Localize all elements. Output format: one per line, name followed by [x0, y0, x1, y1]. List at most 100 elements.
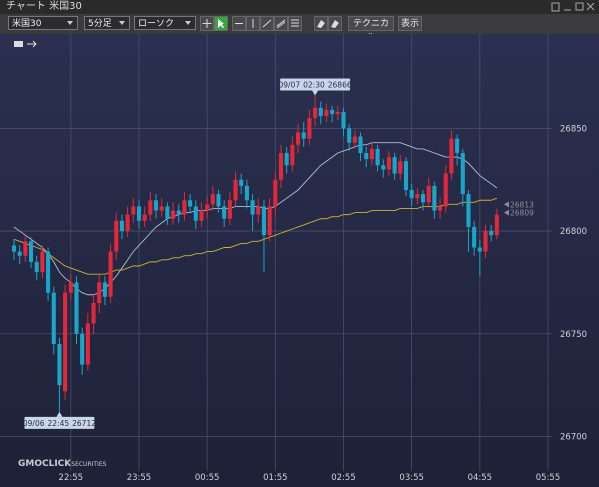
candle-body [466, 194, 471, 227]
candle [136, 200, 142, 230]
candle [11, 239, 17, 260]
candle [460, 148, 465, 207]
candle-body [74, 282, 79, 334]
moving-average-line [13, 142, 498, 296]
x-tick-label: 05:55 [536, 473, 561, 483]
window-controls[interactable] [551, 2, 595, 12]
annotation-pointer [312, 90, 319, 96]
candle-body [222, 206, 227, 219]
candle-body [278, 152, 284, 180]
candle [131, 198, 136, 223]
candle [415, 187, 420, 205]
technical-button[interactable]: テクニカル [348, 16, 394, 43]
interval-select[interactable]: 5分足 [84, 16, 130, 30]
candle-body [426, 185, 431, 203]
candle [278, 144, 284, 188]
candle-body [347, 128, 352, 143]
popout-icon[interactable] [551, 2, 560, 12]
candle [182, 192, 187, 221]
candle [108, 243, 113, 303]
candle [284, 146, 289, 174]
annotation-value: 26712 [72, 419, 96, 428]
candle-body [57, 344, 62, 386]
price-marker-label: 26809 [510, 209, 534, 218]
candle-body [364, 152, 369, 160]
candle [63, 284, 68, 400]
candle [307, 109, 312, 145]
candle-body [256, 206, 261, 215]
candle-body [460, 152, 465, 195]
candle-body [199, 210, 204, 221]
close-icon[interactable] [586, 2, 595, 11]
candle-body [210, 194, 215, 205]
display-button[interactable]: 表示 [398, 16, 422, 31]
annotation-label: 09/06 22:45 26712 [23, 419, 96, 428]
candle [165, 202, 170, 225]
title-bar: チャート 米国30 [0, 0, 599, 14]
candle-body [341, 111, 346, 129]
candle [239, 173, 244, 195]
candle [420, 189, 426, 211]
candle-body [85, 323, 90, 365]
x-tick-label: 01:55 [263, 473, 288, 483]
candle [256, 198, 261, 223]
candle-body [324, 109, 329, 117]
interval-text: 5分足 [88, 19, 112, 29]
maximize-icon[interactable] [575, 2, 584, 11]
candle-body [494, 214, 499, 236]
candle-body [176, 210, 181, 215]
candle-body [23, 241, 28, 256]
comment-icon[interactable] [14, 41, 23, 47]
annotation-date: 09/07 [279, 80, 301, 89]
candle-body [153, 200, 159, 211]
scroll-icon[interactable] [27, 40, 37, 48]
style-text: ローソク [138, 19, 175, 29]
candle-body [432, 185, 437, 211]
candle [267, 198, 272, 242]
brand-sub: SECURITIES [71, 461, 106, 468]
candle-body [227, 200, 232, 219]
candle [494, 208, 499, 240]
fib-icon [291, 19, 299, 27]
candle-body [80, 333, 85, 365]
erase-icon [317, 20, 325, 28]
candle [46, 247, 51, 301]
candle [295, 124, 301, 153]
candle-body [17, 251, 22, 256]
candle [364, 146, 369, 168]
annotation-date: 09/06 [23, 419, 45, 428]
price-marker-arrow [504, 209, 509, 216]
annotation-pointer [56, 411, 63, 417]
candle [233, 171, 238, 207]
candle [261, 200, 267, 273]
symbol-text: 米国30 [12, 19, 42, 29]
candle-body [244, 185, 249, 201]
brand-name: GMOCLICK [18, 459, 72, 469]
candle [398, 155, 403, 180]
candle-body [188, 200, 193, 207]
candle [347, 124, 352, 151]
candle [176, 204, 181, 223]
candle-body [477, 247, 482, 252]
candle [205, 196, 210, 219]
window-title: チャート 米国30 [6, 1, 82, 12]
candle-body [335, 111, 340, 114]
moving-average-line [13, 197, 498, 275]
crosshair-icon [202, 19, 212, 28]
candle-body [68, 282, 73, 293]
symbol-select[interactable]: 米国30 [8, 16, 78, 30]
candle [34, 255, 39, 281]
candle [142, 206, 147, 227]
candle-body [301, 132, 306, 139]
candle [358, 132, 363, 162]
style-select[interactable]: ローソク [134, 16, 196, 30]
candle [80, 327, 85, 375]
candle-body [403, 161, 409, 190]
candle-body [472, 226, 477, 248]
candle [449, 130, 454, 180]
candle [369, 142, 374, 166]
x-tick-label: 02:55 [331, 473, 356, 483]
candle-body [420, 194, 426, 203]
toolbar: 米国30 5分足 ローソク テクニカル 表示 [0, 14, 599, 43]
